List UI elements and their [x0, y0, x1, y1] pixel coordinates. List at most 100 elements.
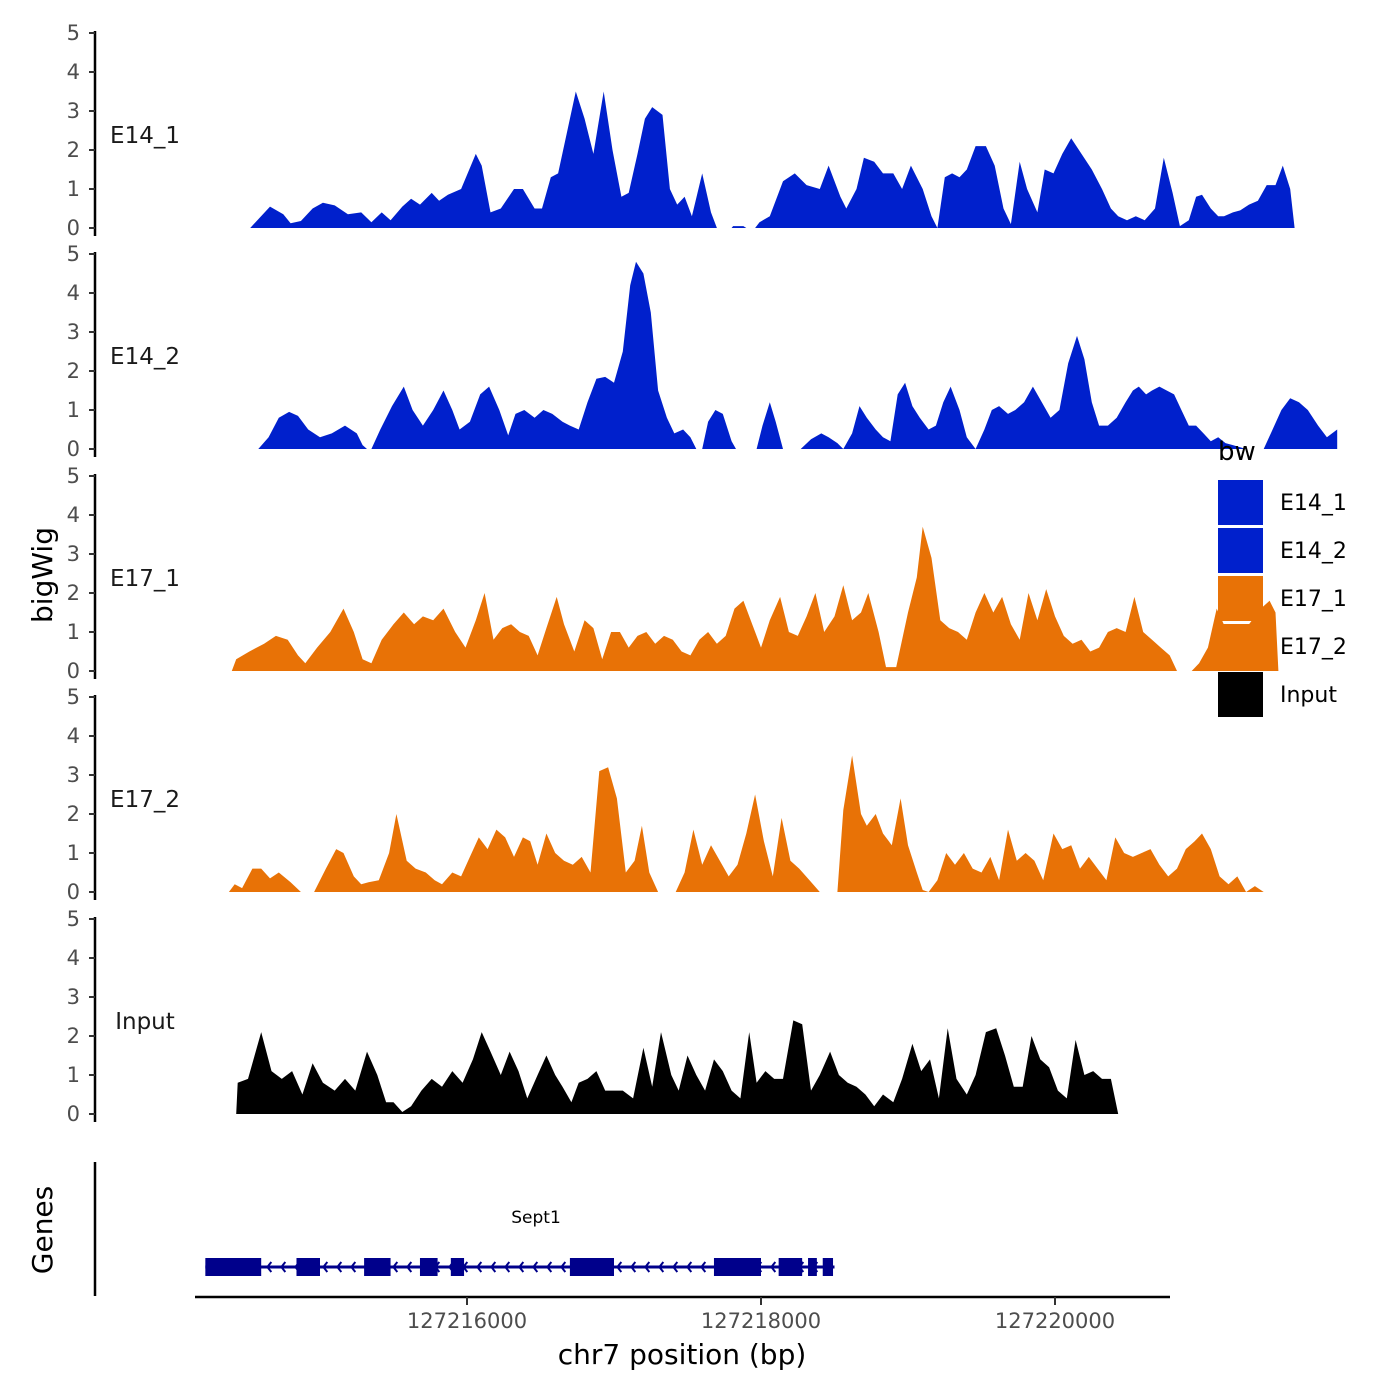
y-tick-label: 0 — [67, 659, 80, 683]
y-tick-label: 5 — [67, 242, 80, 266]
y-axis-title: bigWig — [26, 527, 59, 623]
track-label: E14_1 — [110, 123, 180, 149]
track-panels: 0 1 2 3 4 5 E14_1 0 1 2 3 4 5 E14_2 0 1 2 3 4 5 E17_1 0 1 2 3 4 5 E… — [67, 21, 1338, 1126]
legend-swatch-e17-1 — [1218, 576, 1263, 621]
track-label: Input — [115, 1009, 175, 1035]
gene-exon — [778, 1258, 803, 1276]
legend-label: E14_2 — [1280, 539, 1347, 564]
track-e17-2: 0 1 2 3 4 5 E17_2 — [67, 685, 1264, 904]
gene-exon — [450, 1258, 465, 1276]
strand-arrow — [532, 1261, 539, 1273]
strand-arrow — [490, 1261, 497, 1273]
track-e14-2: 0 1 2 3 4 5 E14_2 — [67, 242, 1338, 461]
y-tick-label: 1 — [67, 841, 80, 865]
track-e17-1: 0 1 2 3 4 5 E17_1 — [67, 464, 1279, 683]
y-tick-label: 4 — [67, 946, 80, 970]
strand-arrow — [770, 1261, 777, 1273]
y-tick-label: 2 — [67, 802, 80, 826]
gene-exon — [822, 1258, 834, 1276]
strand-arrow — [630, 1261, 637, 1273]
signal-area-e17-2 — [228, 755, 1264, 892]
strand-arrow — [518, 1261, 525, 1273]
gene-track-title: Genes — [26, 1186, 59, 1274]
strand-arrow — [406, 1261, 413, 1273]
y-tick-label: 4 — [67, 724, 80, 748]
y-tick-label: 0 — [67, 880, 80, 904]
y-tick-label: 5 — [67, 464, 80, 488]
y-tick-label: 0 — [67, 1102, 80, 1126]
legend-label: E14_1 — [1280, 491, 1347, 516]
strand-arrow — [322, 1261, 329, 1273]
x-tick-label: 127216000 — [407, 1309, 527, 1333]
x-axis-title: chr7 position (bp) — [558, 1338, 807, 1371]
y-tick-label: 1 — [67, 398, 80, 422]
gene-exon — [364, 1258, 391, 1276]
track-label: E17_1 — [110, 566, 180, 592]
gene-label: Sept1 — [511, 1208, 561, 1228]
gene-exon — [296, 1258, 320, 1276]
gene-exon — [713, 1258, 761, 1276]
track-label: E14_2 — [110, 344, 180, 370]
y-tick-label: 2 — [67, 359, 80, 383]
y-tick-label: 1 — [67, 620, 80, 644]
track-e14-1: 0 1 2 3 4 5 E14_1 — [67, 21, 1295, 240]
gene-exon — [569, 1258, 614, 1276]
strand-arrow — [616, 1261, 623, 1273]
x-axis: 127216000 127218000 127220000 — [195, 1295, 1170, 1333]
strand-arrow — [700, 1261, 707, 1273]
y-tick-label: 1 — [67, 177, 80, 201]
legend-label: Input — [1280, 683, 1337, 708]
signal-area-e14-1 — [250, 91, 1295, 228]
y-tick-label: 0 — [67, 216, 80, 240]
y-tick-label: 2 — [67, 581, 80, 605]
y-tick-label: 5 — [67, 907, 80, 931]
y-tick-label: 2 — [67, 138, 80, 162]
legend-label: E17_2 — [1280, 635, 1347, 660]
y-tick-label: 0 — [67, 437, 80, 461]
track-label: E17_2 — [110, 787, 180, 813]
y-tick-label: 3 — [67, 985, 80, 1009]
strand-arrow — [504, 1261, 511, 1273]
signal-area-e17-1 — [231, 526, 1279, 671]
strand-arrow — [658, 1261, 665, 1273]
track-input: 0 1 2 3 4 5 Input — [67, 907, 1119, 1126]
gene-exon — [205, 1258, 262, 1276]
strand-arrow — [644, 1261, 651, 1273]
y-tick-label: 3 — [67, 763, 80, 787]
strand-arrow — [672, 1261, 679, 1273]
legend-swatch-e14-2 — [1218, 528, 1263, 573]
legend-swatch-input — [1218, 672, 1263, 717]
legend: bw E14_1 E14_2 E17_1 E17_2 Input — [1218, 437, 1347, 717]
y-tick-label: 2 — [67, 1024, 80, 1048]
y-tick-label: 4 — [67, 60, 80, 84]
strand-arrow — [266, 1261, 273, 1273]
strand-arrow — [392, 1261, 399, 1273]
strand-arrow — [546, 1261, 553, 1273]
x-tick-label: 127218000 — [701, 1309, 821, 1333]
y-tick-label: 4 — [67, 503, 80, 527]
legend-swatch-e14-1 — [1218, 480, 1263, 525]
legend-title: bw — [1218, 437, 1256, 467]
y-tick-label: 4 — [67, 281, 80, 305]
y-tick-label: 3 — [67, 99, 80, 123]
signal-area-e14-2 — [258, 261, 1338, 449]
strand-arrow — [336, 1261, 343, 1273]
strand-arrow — [560, 1261, 567, 1273]
y-tick-label: 5 — [67, 21, 80, 45]
y-tick-label: 3 — [67, 320, 80, 344]
strand-arrow — [476, 1261, 483, 1273]
gene-track: Genes Sept1 — [26, 1162, 835, 1296]
legend-label: E17_1 — [1280, 587, 1347, 612]
x-tick-label: 127220000 — [995, 1309, 1115, 1333]
signal-area-input — [236, 1020, 1119, 1114]
strand-arrow — [280, 1261, 287, 1273]
gene-exon — [419, 1258, 438, 1276]
strand-arrow — [686, 1261, 693, 1273]
y-tick-label: 3 — [67, 542, 80, 566]
legend-swatch-e17-2 — [1218, 624, 1263, 669]
y-tick-label: 1 — [67, 1063, 80, 1087]
y-tick-label: 5 — [67, 685, 80, 709]
strand-arrow — [350, 1261, 357, 1273]
gene-exon — [808, 1258, 817, 1276]
